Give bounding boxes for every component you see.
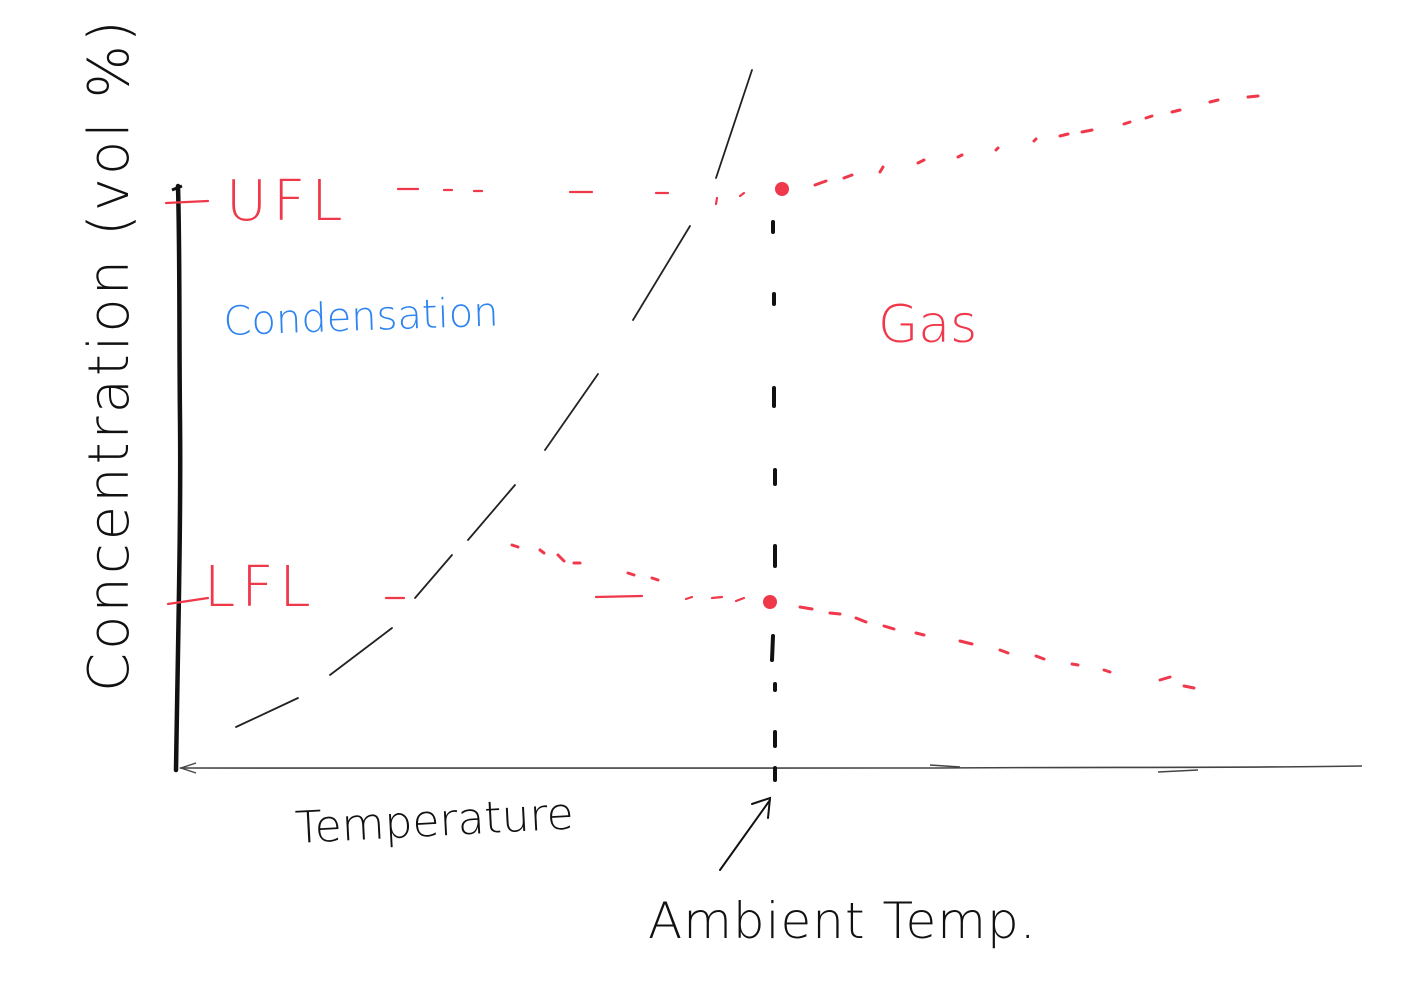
condensation-region-label: Condensation	[223, 289, 500, 345]
ufl-label: UFL	[226, 169, 348, 234]
lfl-ambient-point	[763, 595, 777, 609]
ufl-curve-right	[813, 94, 1260, 187]
y-axis-line	[173, 183, 183, 773]
ambient-line	[770, 220, 777, 782]
x-axis-line	[179, 765, 1363, 770]
y-axis-top-tick	[171, 184, 183, 192]
x-axis-stroke-accent	[929, 764, 1199, 773]
saturation-curve	[235, 69, 753, 728]
ufl-ambient-point	[775, 182, 789, 196]
lfl-label: LFL	[204, 555, 317, 620]
gas-region-label: Gas	[878, 295, 977, 355]
x-axis-arrow-start	[178, 762, 197, 774]
lfl-curve	[510, 543, 1196, 690]
ambient-temp-label: Ambient Temp.	[648, 892, 1037, 950]
ufl-line-left	[164, 187, 746, 206]
x-axis-title: Temperature	[294, 788, 575, 854]
ambient-arrow	[719, 796, 772, 871]
lfl-line-left	[166, 594, 746, 606]
y-axis-title: Concentration (vol %)	[77, 17, 142, 692]
